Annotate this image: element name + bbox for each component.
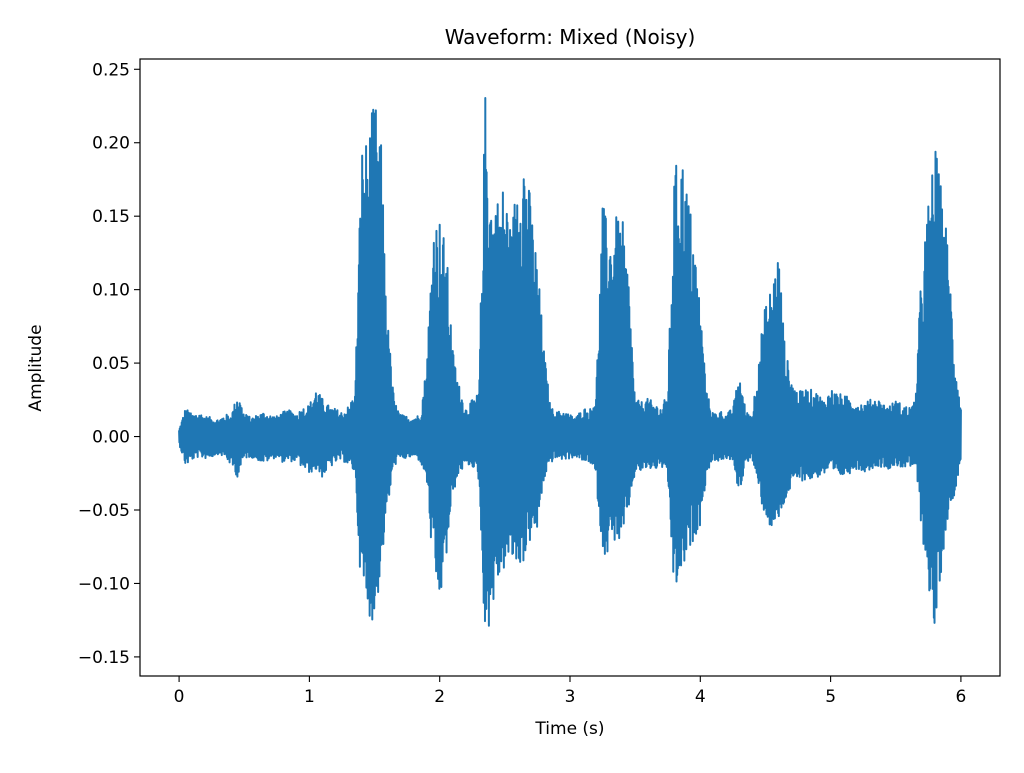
y-tick-label: −0.15: [78, 648, 130, 668]
y-axis-label: Amplitude: [26, 324, 46, 411]
x-tick-label: 2: [434, 687, 445, 707]
y-tick-label: 0.00: [92, 428, 130, 448]
y-tick-label: 0.10: [92, 281, 130, 301]
y-tick-label: 0.25: [92, 60, 130, 80]
waveform-line: [178, 96, 962, 627]
chart-title: Waveform: Mixed (Noisy): [445, 25, 696, 49]
x-axis: 0 1 2 3 4 5 6: [174, 676, 966, 707]
x-tick-label: 1: [304, 687, 315, 707]
y-tick-label: 0.05: [92, 354, 130, 374]
waveform-series: [178, 96, 962, 627]
y-tick-label: 0.15: [92, 207, 130, 227]
y-axis: 0.25 0.20 0.15 0.10 0.05 0.00 −0.05 −0.10 −0.15: [78, 60, 140, 668]
x-tick-label: 3: [565, 687, 576, 707]
x-axis-label: Time (s): [534, 719, 604, 739]
x-tick-label: 5: [825, 687, 836, 707]
x-tick-label: 0: [174, 687, 185, 707]
y-tick-label: 0.20: [92, 134, 130, 154]
y-tick-label: −0.05: [78, 501, 130, 521]
y-tick-label: −0.10: [78, 574, 130, 594]
x-tick-label: 6: [955, 687, 966, 707]
x-tick-label: 4: [695, 687, 706, 707]
